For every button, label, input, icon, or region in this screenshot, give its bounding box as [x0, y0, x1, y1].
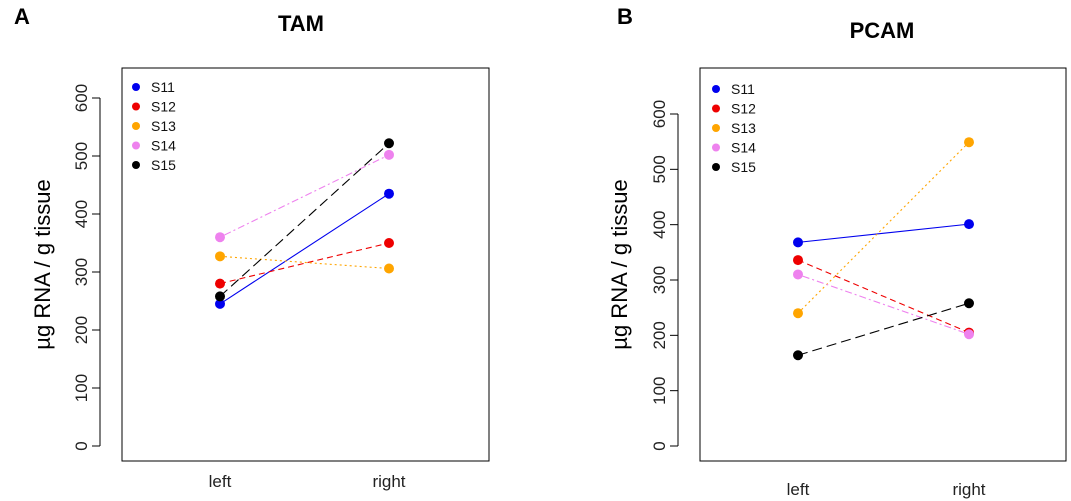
- y-tick-label: 0: [650, 441, 669, 450]
- data-point-s11: [384, 188, 394, 199]
- plot-frame: [121, 67, 490, 462]
- panel-pcam: B PCAM 0 100 200 300 400 500 600 µg RNA / g tissu…: [607, 4, 1067, 499]
- data-point-s13: [215, 251, 225, 262]
- legend-marker: [712, 104, 720, 113]
- data-point-s12: [793, 255, 803, 266]
- data-point-s11: [215, 298, 225, 309]
- legend-label: S12: [731, 101, 756, 117]
- data-point-s13: [384, 263, 394, 274]
- series-line-s15: [219, 142, 390, 297]
- data-point-s11: [793, 237, 803, 248]
- legend-label: S13: [731, 120, 756, 136]
- legend-marker: [132, 141, 140, 150]
- data-point-s15: [215, 291, 225, 302]
- data-point-s15: [793, 350, 803, 361]
- data-point-s13: [964, 137, 974, 148]
- data-point-s14: [384, 149, 394, 160]
- data-point-s15: [384, 138, 394, 149]
- y-tick-label: 400: [72, 200, 91, 228]
- legend-label: S15: [731, 159, 756, 175]
- y-tick-label: 300: [650, 266, 669, 294]
- y-tick-label: 100: [72, 374, 91, 402]
- series-line-s13: [797, 141, 970, 314]
- legend-label: S13: [151, 118, 176, 134]
- x-category-label: right: [372, 472, 405, 491]
- series-line-s11: [797, 223, 970, 243]
- y-tick-label: 600: [72, 84, 91, 112]
- legend-label: S15: [151, 157, 176, 173]
- data-point-s15: [964, 298, 974, 309]
- data-point-s14: [215, 232, 225, 243]
- series-line-s13: [219, 255, 390, 270]
- legend-marker: [132, 83, 140, 91]
- x-category-label: left: [787, 480, 810, 499]
- x-category-label: right: [952, 480, 985, 499]
- panel-label: B: [617, 4, 633, 29]
- legend-marker: [132, 161, 140, 169]
- y-axis-label: µg RNA / g tissue: [30, 179, 55, 349]
- y-tick-label: 500: [72, 142, 91, 170]
- y-tick-label: 0: [72, 441, 91, 450]
- data-point-s12: [384, 238, 394, 248]
- series-line-s12: [219, 242, 390, 285]
- chart-title: PCAM: [850, 18, 915, 43]
- panel-tam: A TAM 0 100 200 300 400 500 600 µg RNA / g tissue…: [14, 4, 490, 491]
- legend-marker: [132, 102, 140, 111]
- legend-marker: [712, 85, 720, 93]
- data-point-s14: [964, 329, 974, 340]
- y-tick-label: 200: [72, 316, 91, 344]
- legend-label: S12: [151, 99, 176, 115]
- series-line-s11: [219, 193, 390, 305]
- data-point-s12: [215, 278, 225, 289]
- legend-label: S14: [731, 140, 756, 156]
- y-tick-label: 100: [650, 376, 669, 404]
- chart-title: TAM: [278, 11, 324, 36]
- series-line-s12: [797, 259, 970, 334]
- data-point-s14: [793, 269, 803, 280]
- y-tick-label: 300: [72, 258, 91, 286]
- y-tick-label: 500: [650, 155, 669, 183]
- series-line-s15: [797, 302, 970, 356]
- data-point-s11: [964, 219, 974, 230]
- series-line-s14: [219, 154, 390, 238]
- plot-frame: [699, 67, 1067, 462]
- legend-marker: [712, 163, 720, 171]
- legend-marker: [712, 124, 720, 132]
- y-axis-label: µg RNA / g tissue: [607, 179, 632, 349]
- legend-label: S11: [151, 79, 175, 95]
- y-tick-label: 400: [650, 210, 669, 238]
- legend-label: S14: [151, 138, 176, 154]
- panel-label: A: [14, 4, 30, 29]
- data-point-s13: [793, 308, 803, 319]
- legend-marker: [712, 143, 720, 152]
- y-tick-label: 200: [650, 321, 669, 349]
- series-line-s14: [797, 273, 970, 335]
- x-category-label: left: [209, 472, 232, 491]
- legend-label: S11: [731, 81, 755, 97]
- y-tick-label: 600: [650, 100, 669, 128]
- legend-marker: [132, 122, 140, 130]
